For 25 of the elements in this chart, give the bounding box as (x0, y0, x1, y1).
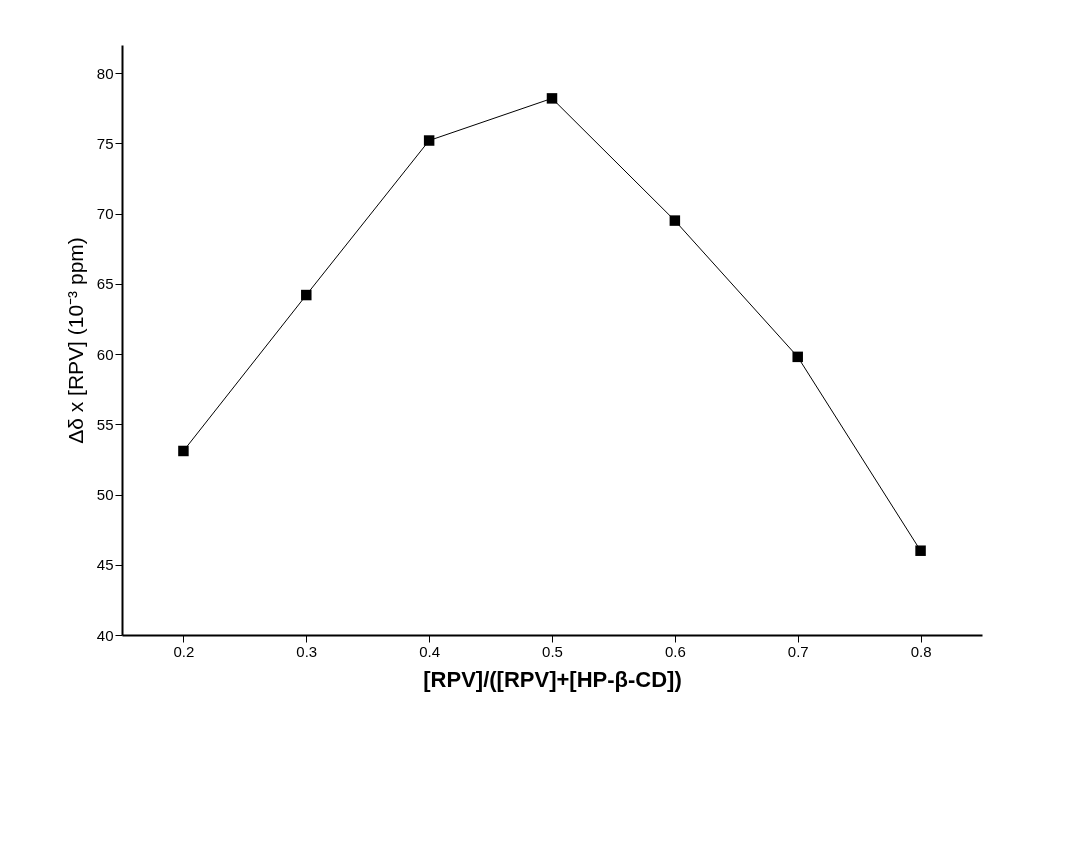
x-tick-label: 0.8 (910, 642, 932, 660)
x-tick-label: 0.7 (787, 642, 809, 660)
y-tick-label: 75 (96, 134, 114, 152)
y-tick-label: 80 (96, 64, 114, 82)
x-tick-label: 0.2 (173, 642, 195, 660)
x-tick-label: 0.4 (419, 642, 441, 660)
x-axis-title: [RPV]/([RPV]+[HP-β-CD]) (423, 666, 682, 692)
x-tick-label: 0.6 (664, 642, 686, 660)
y-tick-label: 50 (96, 486, 114, 504)
point (178, 445, 189, 457)
y-tick-label: 65 (96, 275, 114, 293)
x-tick-label: 0.5 (542, 642, 563, 660)
y-tick-label: 40 (96, 626, 114, 644)
point (669, 215, 681, 226)
y-axis-title: Δδ x [RPV] (10⁻³ ppm) (63, 237, 87, 444)
y-tick-label: 60 (96, 345, 114, 363)
point (423, 135, 435, 146)
y-tick-label: 55 (96, 415, 114, 433)
point (546, 93, 558, 104)
y-tick-label: 45 (96, 556, 114, 574)
point (792, 351, 803, 363)
point (915, 545, 926, 556)
x-tick-label: 0.3 (296, 642, 318, 660)
point (301, 289, 312, 301)
y-tick-label: 70 (96, 205, 114, 223)
